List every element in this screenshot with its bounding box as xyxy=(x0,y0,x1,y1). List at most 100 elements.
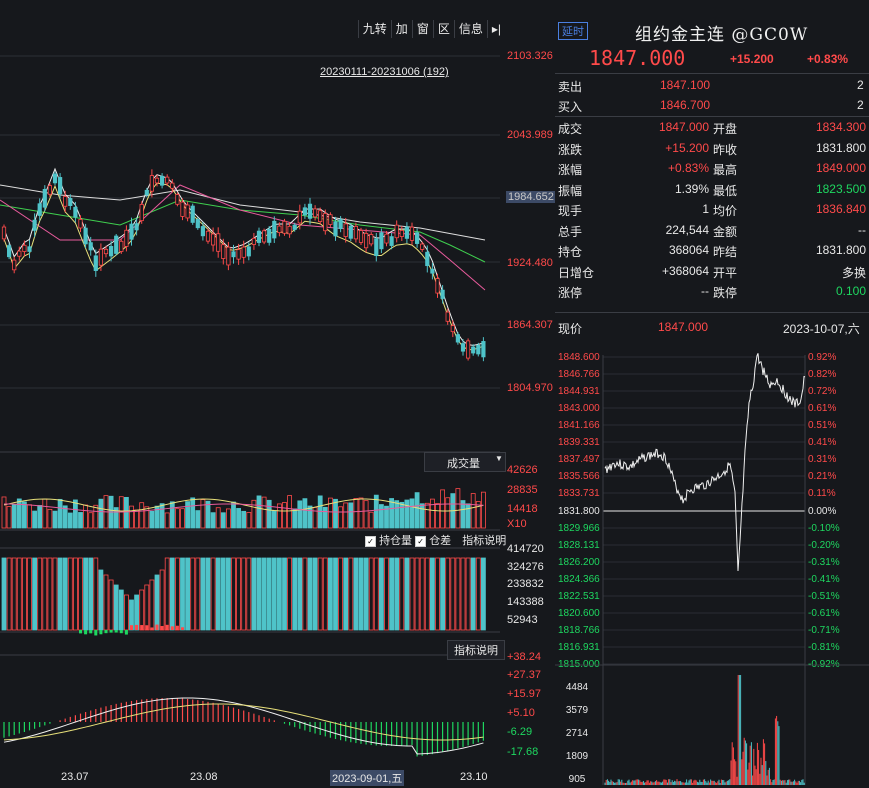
toolbar-collapse-button[interactable]: ▸| xyxy=(486,20,505,38)
open-interest-bar xyxy=(246,557,252,631)
open-interest-bar xyxy=(241,557,247,631)
volume-bar xyxy=(429,498,435,529)
candle xyxy=(170,182,175,189)
volume-bar xyxy=(83,504,88,529)
toolbar-window-button[interactable]: 窗 xyxy=(411,20,433,38)
volume-bar xyxy=(256,495,262,529)
candle xyxy=(63,196,68,207)
intraday-price-tick: 1816.931 xyxy=(558,642,600,653)
macd-help-button[interactable]: 指标说明 xyxy=(447,640,505,660)
moving-average-line xyxy=(3,503,484,513)
intraday-price-tick: 1848.600 xyxy=(558,352,600,363)
toolbar-add-button[interactable]: 加 xyxy=(390,20,412,38)
intraday-volume-tick: 3579 xyxy=(566,705,589,716)
chevron-down-icon: ▼ xyxy=(495,454,503,463)
toolbar-range-button[interactable]: 区 xyxy=(432,20,454,38)
candle xyxy=(68,198,73,206)
open-interest-bar xyxy=(67,557,73,631)
open-interest-bar xyxy=(429,557,435,631)
oi-help-button[interactable]: 指标说明 xyxy=(462,535,507,547)
intraday-price-tick: 1846.766 xyxy=(558,369,600,380)
open-interest-bar xyxy=(378,557,384,631)
oi-controls: ✓ 持仓量 ✓ 仓差 指标说明 xyxy=(365,532,506,548)
divider xyxy=(555,312,869,313)
open-interest-bar xyxy=(220,557,226,631)
quote-value: 1 xyxy=(702,202,709,216)
candle xyxy=(430,268,435,274)
intraday-price-tick: 1844.931 xyxy=(558,386,600,397)
candle xyxy=(236,249,241,260)
open-interest-bar xyxy=(83,557,88,631)
x-axis-label: 23.07 xyxy=(61,771,89,783)
quote-value: 1.39% xyxy=(674,181,709,196)
buy-row: 买入 1846.700 2 xyxy=(558,98,864,114)
candle xyxy=(328,214,333,225)
open-interest-bar xyxy=(42,557,48,631)
candle xyxy=(93,255,98,271)
open-interest-bar xyxy=(404,557,410,631)
oi-diff-checkbox[interactable]: ✓ xyxy=(415,536,427,547)
volume-bar xyxy=(409,498,415,529)
open-interest-bar xyxy=(78,557,83,631)
quote-label: 跌停 xyxy=(713,286,738,300)
quote-label: 开盘 xyxy=(713,122,738,136)
volume-bar xyxy=(307,505,313,529)
volume-bar xyxy=(445,497,451,529)
open-interest-bar xyxy=(333,557,338,631)
candle xyxy=(109,246,114,257)
quote-row: 成交 1847.000 开盘 1834.300 xyxy=(555,118,869,138)
volume-unit: X10 xyxy=(507,518,527,530)
oi-diff-bar xyxy=(145,625,149,630)
open-interest-bar xyxy=(149,579,155,631)
sell-row: 卖出 1847.100 2 xyxy=(558,78,864,94)
volume-bar xyxy=(190,497,196,529)
candle xyxy=(369,234,374,245)
toolbar-info-button[interactable]: 信息 xyxy=(453,20,487,38)
candle xyxy=(12,259,17,271)
volume-indicator-dropdown[interactable]: 成交量 ▼ xyxy=(424,452,506,472)
volume-bar xyxy=(251,499,257,529)
kline-chart[interactable] xyxy=(0,0,500,780)
intraday-pct-tick: -0.20% xyxy=(808,540,840,551)
date-range-label[interactable]: 20230111-20231006 (192) xyxy=(320,66,449,78)
quote-row: 日增仓 +368064 开平 多换 xyxy=(555,262,869,282)
volume-bar xyxy=(470,493,476,529)
candle xyxy=(414,232,420,244)
volume-bar xyxy=(399,501,405,529)
quote-label: 总手 xyxy=(558,224,583,239)
open-interest-bar xyxy=(180,557,185,631)
open-interest-bar xyxy=(343,557,349,631)
volume-bar xyxy=(475,501,481,529)
open-interest-bar xyxy=(210,557,216,631)
candle xyxy=(323,213,328,232)
macd-tick: +27.37 xyxy=(507,669,541,681)
intraday-pct-tick: 0.51% xyxy=(808,420,836,431)
volume-bar xyxy=(57,498,63,529)
toolbar-jiuzhuan-button[interactable]: 九转 xyxy=(357,20,391,38)
open-interest-bar xyxy=(384,557,389,631)
chart-area: 九转 加 窗 区 信息 ▸| 20230111-20231006 (192) 2… xyxy=(0,0,556,788)
candle xyxy=(307,203,313,219)
candle xyxy=(124,229,129,247)
quote-label: 开平 xyxy=(713,265,738,280)
quote-label: 昨收 xyxy=(713,142,738,157)
intraday-price-tick: 1839.331 xyxy=(558,437,600,448)
volume-bar xyxy=(384,505,389,529)
volume-bar xyxy=(343,502,349,529)
intraday-price-tick: 1837.497 xyxy=(558,454,600,465)
delay-badge: 延时 xyxy=(558,22,588,40)
intraday-pct-tick: 0.21% xyxy=(808,471,836,482)
oi-checkbox[interactable]: ✓ xyxy=(365,536,376,547)
oi-diff-bar xyxy=(104,630,108,634)
volume-bar xyxy=(139,502,145,529)
volume-bar xyxy=(124,496,129,529)
intraday-volume-tick: 2714 xyxy=(566,728,589,739)
open-interest-bar xyxy=(363,557,369,631)
candle xyxy=(144,189,149,196)
volume-bar xyxy=(93,504,99,529)
open-interest-bar xyxy=(88,557,94,631)
intraday-chart[interactable]: 1848.600 0.92% 1846.766 0.82% 1844.931 0.72% 1… xyxy=(555,345,869,785)
volume-bar xyxy=(271,510,277,529)
oi-diff-bar xyxy=(135,624,139,630)
